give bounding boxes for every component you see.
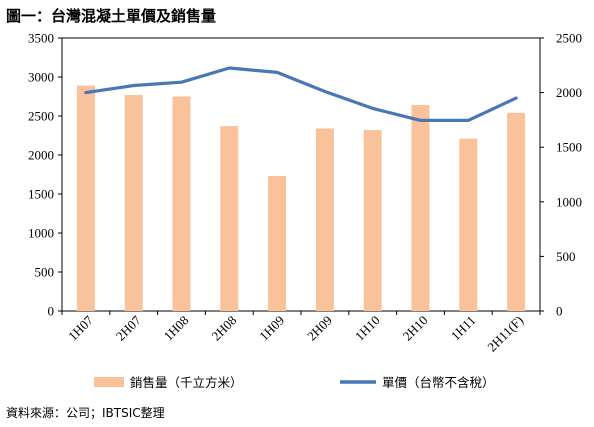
right-tick-label: 1500 <box>556 140 582 155</box>
bar-2H10 <box>411 105 430 311</box>
x-tick-label: 1H11 <box>448 313 479 344</box>
x-tick-label: 2H07 <box>113 312 144 343</box>
left-tick-label: 3000 <box>28 70 54 85</box>
chart-title: 圖一：台灣混凝土單價及銷售量 <box>6 7 217 25</box>
left-axis: 0 500 1000 1500 2000 2500 3000 3500 <box>28 31 62 319</box>
x-tick-label: 2H11(F) <box>484 313 526 355</box>
bar-1H07 <box>76 85 95 311</box>
bar-series <box>76 85 526 311</box>
x-tick-label: 1H07 <box>65 312 96 343</box>
left-tick-label: 1000 <box>28 226 54 241</box>
bar-2H11(F) <box>507 112 526 311</box>
bar-1H08 <box>172 96 191 311</box>
bar-1H10 <box>363 130 382 311</box>
right-tick-label: 0 <box>556 304 563 319</box>
bar-1H09 <box>268 176 287 311</box>
bar-2H07 <box>124 94 143 311</box>
x-tick-label: 1H10 <box>352 313 383 344</box>
bar-1H11 <box>459 138 478 311</box>
left-tick-label: 2500 <box>28 109 54 124</box>
x-tick-label: 2H08 <box>208 313 239 344</box>
price-line <box>84 66 518 123</box>
right-tick-label: 2000 <box>556 85 582 100</box>
bar-2H09 <box>315 128 334 311</box>
x-tick-label: 2H09 <box>304 313 335 344</box>
x-tick-label: 1H09 <box>256 313 287 344</box>
source-note: 資料來源：公司；IBTSIC整理 <box>6 406 165 420</box>
bar-2H08 <box>220 126 239 311</box>
left-tick-label: 500 <box>35 265 55 280</box>
x-tick-label: 1H08 <box>161 313 192 344</box>
left-tick-label: 0 <box>48 304 55 319</box>
right-tick-label: 1000 <box>556 194 582 209</box>
legend-label-sales: 銷售量（千立方米） <box>130 375 243 390</box>
x-tick-label: 2H10 <box>400 313 431 344</box>
right-tick-label: 2500 <box>556 31 582 46</box>
left-tick-label: 2000 <box>28 148 54 163</box>
right-axis: 0 500 1000 1500 2000 2500 <box>540 31 582 319</box>
left-tick-label: 1500 <box>28 187 54 202</box>
line-series <box>84 66 518 123</box>
x-axis: 1H07 2H07 1H08 2H08 1H09 2H09 1H10 2H10 1H11 2H11… <box>61 311 541 355</box>
left-tick-label: 3500 <box>28 31 54 46</box>
right-tick-label: 500 <box>556 249 576 264</box>
legend-swatch-sales <box>94 377 124 387</box>
legend-label-price: 單價（台幣不含稅） <box>382 375 495 390</box>
legend: 銷售量（千立方米） 單價（台幣不含稅） <box>94 375 495 390</box>
